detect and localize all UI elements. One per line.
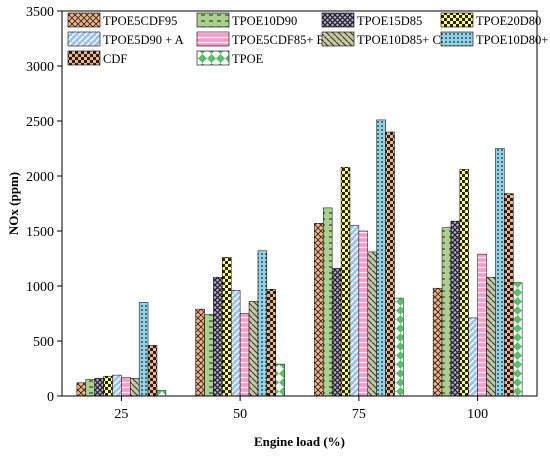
y-tick-label: 500 [33,335,54,350]
legend-label: TPOE15D85 [357,14,422,28]
bar-1-1 [204,314,214,397]
bar-1-7 [257,250,268,397]
x-axis-ticks: 25 50 75 100 [114,396,488,422]
bar-3-0 [432,287,443,397]
bar-1-9 [275,363,285,397]
y-tick-label: 0 [47,390,54,405]
y-tick-label: 3500 [26,5,54,20]
bar-1-8 [266,289,276,397]
bar-3-4 [468,317,478,397]
bar-3-3 [459,169,469,397]
legend-label: TPOE [232,52,264,66]
legend-label: CDF [103,52,127,66]
legend-label: TPOE5CDF85+ B [232,33,325,47]
legend-label: TPOE5D90 + A [103,33,184,47]
legend-swatch [321,31,355,47]
legend-swatch [196,12,230,28]
legend-label: TPOE10D85+ C [357,33,441,47]
bar-0-6 [130,378,140,397]
bar-2-4 [349,225,360,397]
bar-0-3 [103,375,113,397]
legend-swatch [196,50,230,66]
legend-swatch [196,31,230,47]
bar-0-8 [147,345,158,397]
bar-2-8 [385,131,395,397]
bar-3-6 [486,276,496,397]
bar-2-0 [314,223,324,397]
bar-1-6 [248,301,259,397]
y-axis-ticks: 0 500 1000 1500 2000 2500 3000 3500 [26,5,62,405]
bar-0-7 [138,302,149,397]
legend-label: TPOE5CDF95 [103,14,177,28]
plot-frame [61,10,538,397]
bar-1-4 [230,290,241,397]
y-tick-label: 1000 [26,280,54,295]
bar-2-2 [331,268,342,397]
legend-swatch [67,12,101,28]
x-axis-title: Engine load (%) [254,434,345,449]
bar-0-9 [156,390,167,397]
bar-2-6 [367,251,377,397]
bar-2-7 [376,119,386,397]
bar-0-2 [94,378,104,397]
bar-0-5 [121,377,131,397]
bar-1-2 [213,276,223,397]
legend-swatch [321,12,355,28]
bar-0-4 [112,374,122,397]
x-tick-label: 100 [467,407,488,422]
y-tick-label: 3000 [26,60,54,75]
bar-0-0 [76,382,87,397]
bar-3-1 [441,227,452,397]
x-tick-label: 75 [352,407,366,422]
bars [76,119,523,397]
x-tick-label: 50 [233,407,247,422]
y-tick-label: 2500 [26,115,54,130]
bar-3-7 [495,148,505,397]
bar-3-9 [512,282,523,397]
y-tick-label: 1500 [26,225,54,240]
x-tick-label: 25 [114,407,128,422]
bar-1-5 [239,313,250,397]
bar-3-2 [450,220,461,397]
bar-3-5 [477,253,487,397]
legend-swatch [67,50,101,66]
bar-2-1 [323,207,333,397]
legend-label: TPOE10D80+ D [476,33,550,47]
legend-label: TPOE10D90 [232,14,297,28]
y-axis-title: NOx (ppm) [6,172,21,235]
legend-swatch [440,31,474,47]
legend-swatch [440,12,474,28]
legend-label: TPOE20D80 [476,14,541,28]
legend: TPOE5CDF95 TPOE10D90 TPOE15D85 TPOE20D80 TPO… [67,12,550,66]
bar-3-8 [504,193,514,397]
bar-0-1 [85,379,95,397]
bar-1-3 [222,257,232,397]
bar-2-3 [340,166,351,397]
legend-swatch [67,31,101,47]
bar-2-9 [394,297,404,397]
bar-1-0 [195,308,205,397]
y-tick-label: 2000 [26,170,54,185]
bar-2-5 [358,230,369,397]
